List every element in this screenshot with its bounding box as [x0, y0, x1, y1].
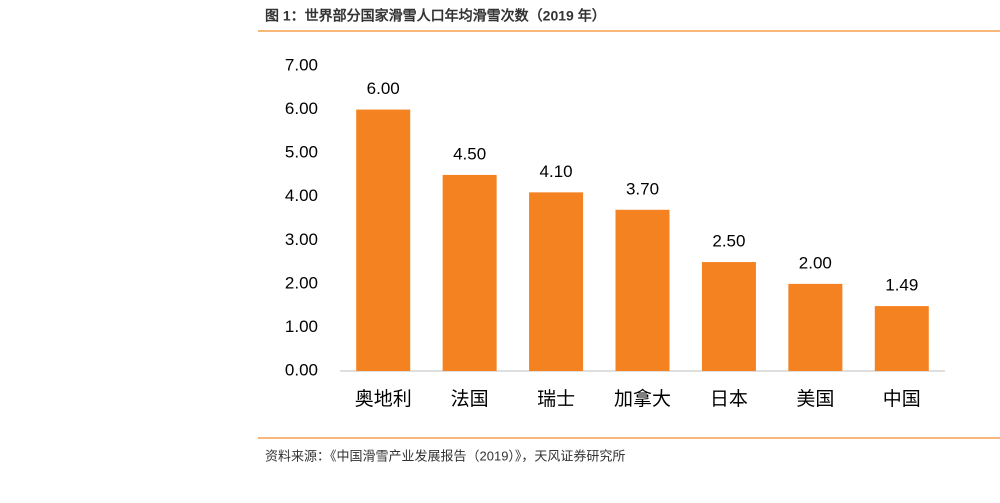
bar: [356, 109, 411, 372]
bar: [442, 174, 497, 371]
x-tick-label: 中国: [883, 388, 921, 410]
x-tick-label: 奥地利: [355, 388, 412, 410]
value-label: 6.00: [367, 79, 400, 98]
bar: [788, 283, 843, 371]
bar: [529, 192, 584, 371]
value-label: 2.50: [712, 232, 745, 251]
x-tick-label: 加拿大: [614, 387, 671, 410]
bar: [701, 262, 756, 371]
x-tick-label: 日本: [710, 388, 748, 410]
source-note: 资料来源：《中国滑雪产业发展报告（2019）》，天风证券研究所: [265, 448, 625, 463]
x-tick-label: 瑞士: [537, 388, 575, 410]
bar: [874, 306, 929, 371]
value-label: 4.10: [540, 162, 573, 181]
y-tick-label: 5.00: [285, 143, 318, 162]
y-tick-label: 7.00: [285, 55, 318, 74]
y-tick-label: 2.00: [285, 273, 318, 292]
bar: [615, 209, 670, 371]
value-label: 3.70: [626, 179, 659, 198]
x-tick-label: 法国: [451, 388, 489, 410]
x-tick-label: 美国: [796, 388, 834, 410]
y-tick-label: 0.00: [285, 360, 318, 379]
y-tick-label: 6.00: [285, 99, 318, 118]
chart-title: 图 1：世界部分国家滑雪人口年均滑雪次数（2019 年）: [265, 8, 606, 24]
y-tick-label: 4.00: [285, 186, 318, 205]
value-label: 2.00: [799, 253, 832, 272]
value-label: 4.50: [453, 144, 486, 163]
y-tick-label: 1.00: [285, 317, 318, 336]
value-label: 1.49: [885, 276, 918, 295]
y-tick-label: 3.00: [285, 230, 318, 249]
